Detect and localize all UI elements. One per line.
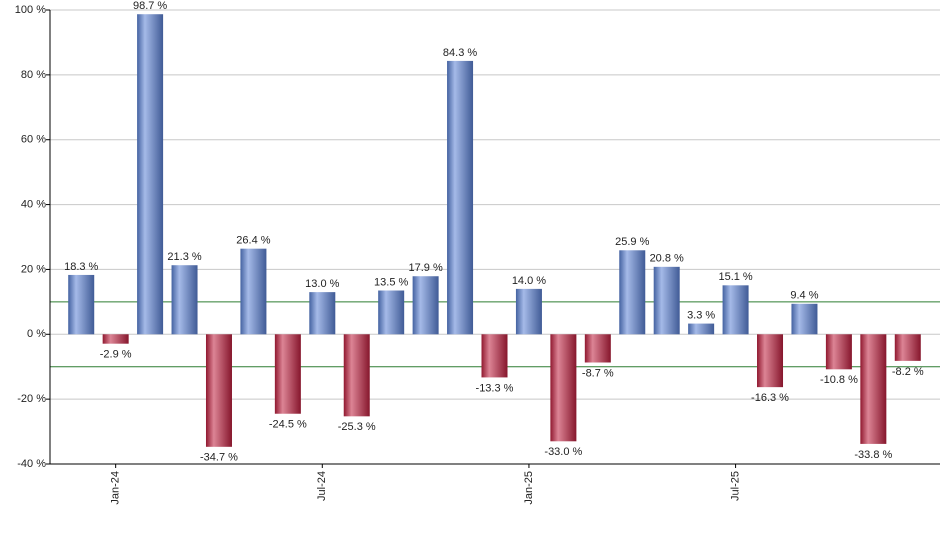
x-tick-label: Jan-25 xyxy=(523,471,535,505)
bar xyxy=(515,288,542,335)
bar xyxy=(309,292,336,335)
bar xyxy=(619,250,646,335)
value-label: -2.9 % xyxy=(100,349,132,361)
bar xyxy=(205,334,232,447)
value-label: -8.2 % xyxy=(892,366,924,378)
value-label: 17.9 % xyxy=(408,262,442,274)
bar xyxy=(825,334,852,370)
bar xyxy=(550,334,577,442)
bar xyxy=(481,334,508,378)
value-label: 20.8 % xyxy=(650,253,684,265)
value-label: -33.8 % xyxy=(854,449,892,461)
bar xyxy=(722,285,749,335)
value-label: 14.0 % xyxy=(512,275,546,287)
bar xyxy=(653,266,680,335)
value-label: 21.3 % xyxy=(167,251,201,263)
value-label: -25.3 % xyxy=(338,421,376,433)
value-label: -16.3 % xyxy=(751,392,789,404)
value-label: -34.7 % xyxy=(200,452,238,464)
bar xyxy=(274,334,301,414)
bar xyxy=(894,334,921,361)
value-label: -13.3 % xyxy=(476,382,514,394)
y-tick-label: 0 % xyxy=(27,328,46,340)
value-label: 84.3 % xyxy=(443,47,477,59)
value-label: 26.4 % xyxy=(236,235,270,247)
value-label: 13.5 % xyxy=(374,276,408,288)
bar xyxy=(447,60,474,335)
y-tick-label: -20 % xyxy=(17,393,46,405)
value-label: 25.9 % xyxy=(615,236,649,248)
y-tick-label: 60 % xyxy=(21,134,46,146)
bar xyxy=(240,248,267,335)
value-label: -10.8 % xyxy=(820,374,858,386)
bar xyxy=(791,303,818,335)
x-tick-label: Jul-24 xyxy=(316,471,328,501)
value-label: -24.5 % xyxy=(269,419,307,431)
bar xyxy=(137,14,164,335)
bar xyxy=(343,334,370,417)
bar xyxy=(757,334,784,388)
value-label: -33.0 % xyxy=(544,446,582,458)
value-label: 13.0 % xyxy=(305,278,339,290)
y-tick-label: -40 % xyxy=(17,458,46,470)
bar xyxy=(412,276,439,335)
value-label: 98.7 % xyxy=(133,0,167,12)
bar xyxy=(171,265,198,335)
x-tick-label: Jan-24 xyxy=(110,471,122,505)
bar xyxy=(378,290,405,335)
bar xyxy=(584,334,611,363)
y-tick-label: 20 % xyxy=(21,263,46,275)
y-tick-label: 100 % xyxy=(15,4,46,16)
x-tick-label: Jul-25 xyxy=(729,471,741,501)
value-label: 15.1 % xyxy=(718,271,752,283)
bar xyxy=(102,334,129,344)
bar xyxy=(688,323,715,335)
value-label: -8.7 % xyxy=(582,367,614,379)
value-label: 3.3 % xyxy=(687,309,715,321)
value-label: 9.4 % xyxy=(790,290,818,302)
bar xyxy=(68,274,95,335)
y-tick-label: 80 % xyxy=(21,69,46,81)
y-tick-label: 40 % xyxy=(21,198,46,210)
bar xyxy=(860,334,887,444)
value-label: 18.3 % xyxy=(64,261,98,273)
